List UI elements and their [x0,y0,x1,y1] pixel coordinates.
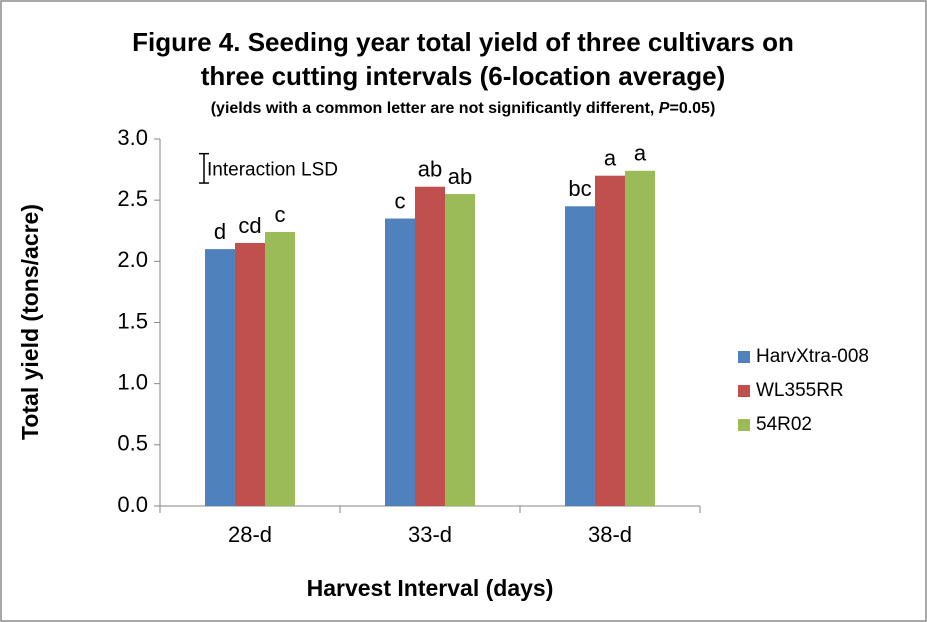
letter-label: ab [418,157,442,182]
letter-label: a [604,146,617,171]
legend-label: WL355RR [756,380,844,401]
letter-label: a [634,141,647,166]
bar [415,186,445,506]
legend-swatch [738,385,750,397]
legend-swatch [738,351,750,363]
x-axis-title: Harvest Interval (days) [307,575,554,601]
bar [205,249,235,506]
bar [445,194,475,507]
y-tick-label: 2.5 [117,186,148,211]
bar [235,242,265,506]
x-tick-label: 38-d [588,522,632,547]
legend-swatch [738,419,750,431]
letter-label: ab [448,164,472,189]
y-tick-label: 1.0 [117,369,148,394]
letter-label: cd [238,213,261,238]
legend-label: 54R02 [756,414,812,435]
bar [265,231,295,506]
y-axis-title: Total yield (tons/acre) [17,204,43,440]
letter-label: d [214,219,226,244]
letter-label: bc [568,176,591,201]
bar [385,218,415,506]
x-tick-label: 28-d [228,522,272,547]
letter-label: c [275,202,286,227]
y-tick-label: 2.0 [117,247,148,272]
bar [595,175,625,506]
x-tick-label: 33-d [408,522,452,547]
chart-subtitle: (yields with a common letter are not sig… [211,100,716,117]
lsd-label: Interaction LSD [207,159,338,180]
y-tick-label: 3.0 [117,125,148,150]
chart-title: three cutting intervals (6-location aver… [201,61,725,91]
subtitle-part: =0.05) [669,100,715,117]
y-tick-label: 1.5 [117,308,148,333]
legend-label: HarvXtra-008 [756,346,869,367]
y-tick-label: 0.5 [117,431,148,456]
bar [625,170,655,506]
chart-title: Figure 4. Seeding year total yield of th… [132,27,794,57]
subtitle-part: (yields with a common letter are not sig… [211,100,659,117]
bar [565,206,595,507]
subtitle-part: P [659,100,670,117]
y-tick-label: 0.0 [117,492,148,517]
letter-label: c [395,188,406,213]
